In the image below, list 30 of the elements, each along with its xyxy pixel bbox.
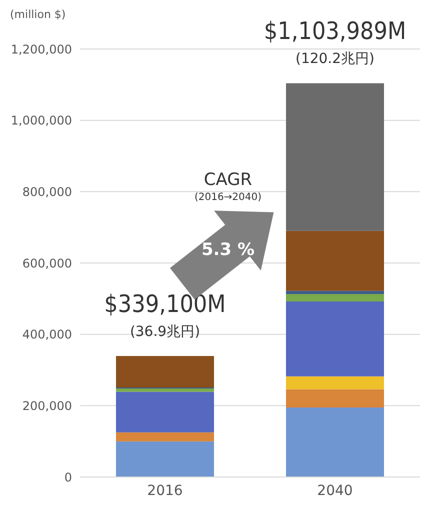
annotation: CAGR bbox=[202, 170, 254, 190]
y-axis-title: (million $) bbox=[10, 8, 66, 21]
y-tick-label: 1,200,000 bbox=[10, 42, 72, 56]
annotation: (2016→2040) bbox=[193, 192, 263, 203]
total-label: $1,103,989M bbox=[262, 17, 408, 46]
y-tick-label: 200,000 bbox=[22, 398, 72, 413]
annotation: 5.3 % bbox=[201, 240, 255, 260]
bar bbox=[286, 290, 384, 294]
bar bbox=[116, 441, 214, 477]
bar bbox=[286, 294, 384, 302]
annotation: (120.2兆円) bbox=[294, 50, 376, 68]
total-label: $339,100M bbox=[103, 290, 227, 318]
annotation: (36.9兆円) bbox=[130, 324, 200, 340]
bar bbox=[116, 388, 214, 392]
y-tick-label: 1,000,000 bbox=[10, 114, 72, 128]
bar bbox=[116, 392, 214, 432]
bar bbox=[116, 432, 214, 442]
y-tick-label: 400,000 bbox=[22, 328, 72, 342]
bar bbox=[286, 83, 384, 231]
bar bbox=[286, 389, 384, 408]
bar bbox=[286, 407, 384, 477]
bar bbox=[116, 356, 214, 388]
y-tick-label: 600,000 bbox=[22, 256, 72, 270]
bar bbox=[286, 376, 384, 390]
bar bbox=[286, 230, 384, 291]
y-tick-label: 0 bbox=[64, 470, 72, 484]
x-tick-label: 2040 bbox=[317, 482, 353, 499]
y-tick-label: 800,000 bbox=[22, 184, 72, 199]
x-tick-label: 2016 bbox=[147, 482, 183, 499]
bar bbox=[286, 302, 384, 376]
